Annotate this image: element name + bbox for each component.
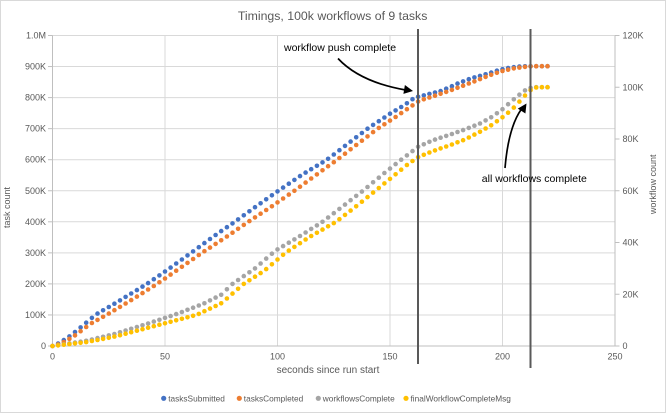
svg-text:Timings, 100k workflows of 9 t: Timings, 100k workflows of 9 tasks bbox=[238, 9, 428, 23]
svg-text:250: 250 bbox=[607, 352, 622, 362]
svg-text:20K: 20K bbox=[623, 289, 639, 299]
svg-text:120K: 120K bbox=[623, 31, 644, 41]
svg-text:60K: 60K bbox=[623, 186, 639, 196]
svg-text:600K: 600K bbox=[25, 155, 46, 165]
svg-text:0: 0 bbox=[50, 352, 55, 362]
svg-text:200: 200 bbox=[495, 352, 510, 362]
svg-text:0: 0 bbox=[41, 341, 46, 351]
svg-text:50: 50 bbox=[160, 352, 170, 362]
svg-text:800K: 800K bbox=[25, 93, 46, 103]
svg-text:0: 0 bbox=[623, 341, 628, 351]
svg-text:500K: 500K bbox=[25, 186, 46, 196]
svg-text:seconds since run start: seconds since run start bbox=[277, 365, 380, 376]
svg-text:100: 100 bbox=[270, 352, 285, 362]
svg-text:finalWorkflowCompleteMsg: finalWorkflowCompleteMsg bbox=[411, 393, 512, 403]
svg-text:700K: 700K bbox=[25, 124, 46, 134]
svg-text:task count: task count bbox=[2, 186, 12, 228]
svg-text:150: 150 bbox=[382, 352, 397, 362]
svg-text:workflowsComplete: workflowsComplete bbox=[322, 393, 395, 403]
svg-text:workflow count: workflow count bbox=[648, 154, 658, 215]
svg-text:1.0M: 1.0M bbox=[26, 31, 46, 41]
svg-text:80K: 80K bbox=[623, 134, 639, 144]
svg-text:100K: 100K bbox=[623, 82, 644, 92]
svg-text:300K: 300K bbox=[25, 248, 46, 258]
svg-text:40K: 40K bbox=[623, 238, 639, 248]
svg-text:tasksSubmitted: tasksSubmitted bbox=[168, 393, 225, 403]
svg-text:workflow push complete: workflow push complete bbox=[283, 42, 396, 54]
svg-text:900K: 900K bbox=[25, 62, 46, 72]
svg-text:100K: 100K bbox=[25, 310, 46, 320]
svg-text:200K: 200K bbox=[25, 279, 46, 289]
svg-text:all workflows complete: all workflows complete bbox=[482, 173, 587, 185]
svg-text:400K: 400K bbox=[25, 217, 46, 227]
svg-text:tasksCompleted: tasksCompleted bbox=[244, 393, 304, 403]
